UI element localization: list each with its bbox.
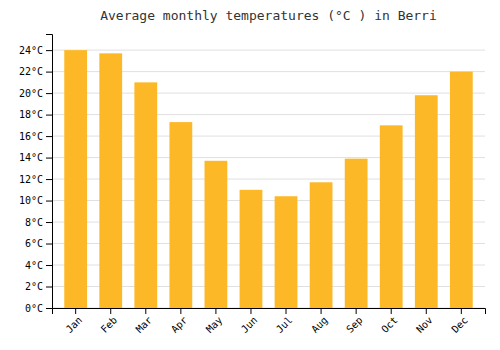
tick-label: 12°C [19, 174, 43, 185]
bar [205, 161, 228, 308]
tick-mark [321, 308, 322, 314]
tick: Jun [239, 308, 260, 335]
tick-mark [46, 136, 52, 137]
tick: Dec [449, 308, 470, 335]
tick-label: Dec [449, 314, 470, 335]
axis-line [53, 309, 486, 315]
tick: 12°C [19, 174, 52, 185]
tick-label: 8°C [25, 217, 43, 228]
tick: Nov [414, 308, 435, 335]
tick-label: Mar [134, 314, 155, 335]
tick-mark [46, 179, 52, 180]
tick-mark [46, 72, 52, 73]
tick-mark [426, 308, 427, 314]
tick-label: 16°C [19, 131, 43, 142]
tick-mark [46, 93, 52, 94]
tick-label: Aug [309, 314, 330, 335]
tick: 16°C [19, 131, 52, 142]
tick: 22°C [19, 66, 52, 77]
tick-label: Apr [169, 314, 190, 335]
bar [415, 95, 438, 308]
tick-label: 0°C [25, 303, 43, 314]
tick: Mar [134, 308, 155, 335]
tick-label: Jun [239, 314, 260, 335]
bar [450, 72, 473, 308]
tick-mark [215, 308, 216, 314]
tick-label: Nov [414, 314, 435, 335]
tick-mark [391, 308, 392, 314]
y-axis: 0°C 2°C 4°C 6°C 8°C 10°C 12°C 14°C 16°C 18°C 20°C 2… [19, 35, 53, 314]
bar [310, 182, 333, 308]
grid [52, 50, 485, 308]
axis-line [46, 35, 53, 309]
tick-label: Sep [344, 314, 365, 335]
tick-mark [46, 244, 52, 245]
tick-label: 14°C [19, 152, 43, 163]
tick: May [204, 308, 225, 335]
tick-label: 20°C [19, 88, 43, 99]
tick: 20°C [19, 88, 52, 99]
tick-label: 6°C [25, 238, 43, 249]
tick-mark [46, 50, 52, 51]
tick-mark [75, 308, 76, 314]
tick: Feb [99, 308, 120, 335]
plot: 0°C 2°C 4°C 6°C 8°C 10°C 12°C 14°C 16°C 18°C 20°C 2… [19, 35, 486, 335]
tick-label: 4°C [25, 260, 43, 271]
bar [240, 190, 263, 308]
tick-mark [180, 308, 181, 314]
tick: Apr [169, 308, 190, 335]
tick-label: 2°C [25, 281, 43, 292]
grid-line [52, 50, 485, 51]
tick: 0°C [25, 303, 52, 314]
bar [345, 159, 368, 308]
tick: 2°C [25, 281, 52, 292]
tick-mark [461, 308, 462, 314]
tick-mark [46, 222, 52, 223]
tick-label: 10°C [19, 195, 43, 206]
tick: 18°C [19, 109, 52, 120]
tick-mark [46, 115, 52, 116]
tick-label: May [204, 314, 225, 335]
tick-label: 24°C [19, 45, 43, 56]
tick: 24°C [19, 45, 52, 56]
tick-mark [145, 308, 146, 314]
tick: 4°C [25, 260, 52, 271]
bar [134, 82, 157, 308]
tick-mark [356, 308, 357, 314]
tick-mark [110, 308, 111, 314]
tick: Jul [274, 308, 295, 335]
bar [380, 125, 403, 308]
tick-label: 22°C [19, 66, 43, 77]
bar [275, 196, 298, 308]
tick: 10°C [19, 195, 52, 206]
tick: 8°C [25, 217, 52, 228]
tick-mark [46, 265, 52, 266]
tick-mark [46, 287, 52, 288]
tick-mark [46, 201, 52, 202]
tick-mark [250, 308, 251, 314]
tick-label: Jul [274, 314, 295, 335]
tick-mark [46, 158, 52, 159]
tick-label: Feb [99, 314, 120, 335]
chart: 0°C 2°C 4°C 6°C 8°C 10°C 12°C 14°C 16°C 18°C 20°C 2… [0, 0, 500, 350]
bar [99, 53, 122, 308]
tick: 6°C [25, 238, 52, 249]
x-axis: Jan Feb Mar Apr May Jun Jul Aug Sep Oct Nov Dec [53, 308, 486, 335]
tick-mark [286, 308, 287, 314]
bar [64, 50, 87, 308]
title: Average monthly temperatures (°C ) in Be… [100, 8, 437, 23]
tick-label: Jan [64, 314, 85, 335]
tick: Oct [379, 308, 400, 335]
tick: 14°C [19, 152, 52, 163]
tick-mark [46, 308, 52, 309]
tick: Jan [64, 308, 85, 335]
bar [169, 122, 192, 308]
tick-label: Oct [379, 314, 400, 335]
bars [64, 50, 472, 308]
tick: Aug [309, 308, 330, 335]
tick-label: 18°C [19, 109, 43, 120]
tick: Sep [344, 308, 365, 335]
